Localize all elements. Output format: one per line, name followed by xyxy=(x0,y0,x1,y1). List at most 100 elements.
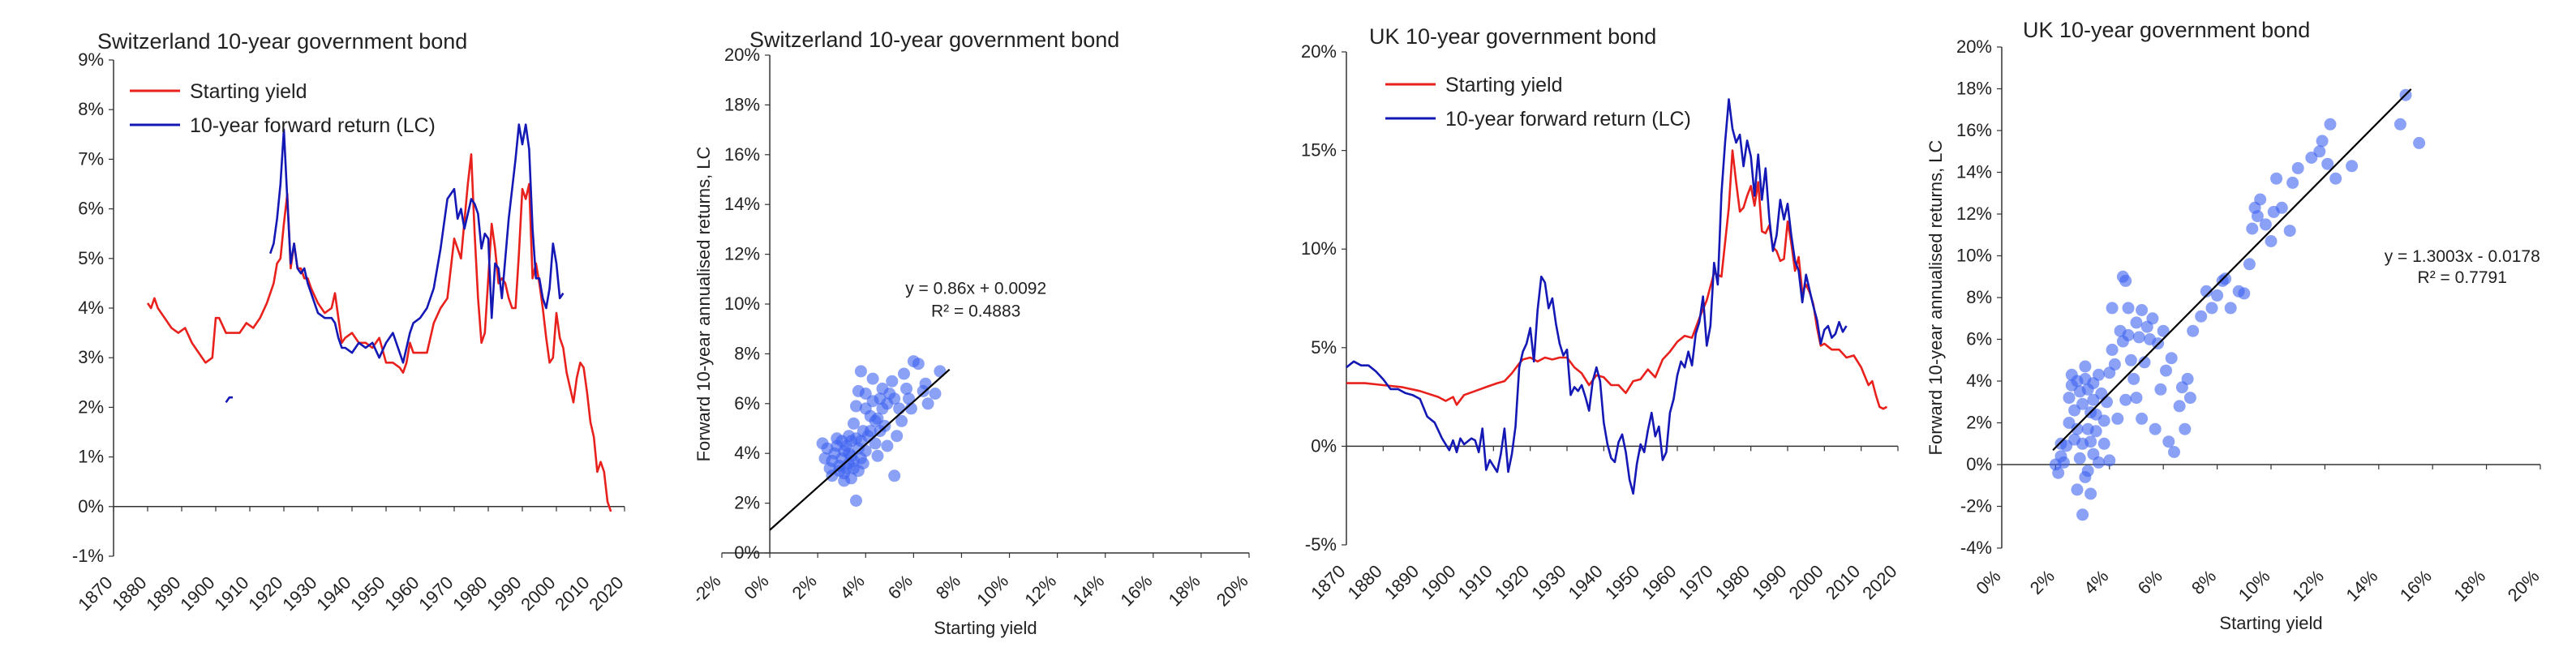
scatter-point xyxy=(2122,328,2135,341)
y-tick-label: 10% xyxy=(1956,246,1992,266)
y-tick-label: 0% xyxy=(1311,435,1337,456)
x-tick-label: 2010 xyxy=(1822,561,1864,603)
y-tick-label: 9% xyxy=(78,49,104,70)
x-tick-label: 1890 xyxy=(1380,561,1423,603)
legend-label: Starting yield xyxy=(190,80,307,103)
scatter-point xyxy=(2103,454,2116,467)
x-tick-label: 4% xyxy=(2080,566,2112,598)
x-tick-label: 1890 xyxy=(142,572,184,615)
scatter-point xyxy=(2238,287,2251,300)
y-tick-label: 14% xyxy=(724,194,760,214)
y-tick-label: 18% xyxy=(1956,79,1992,99)
y-tick-label: 8% xyxy=(734,343,760,363)
x-tick-label: -2% xyxy=(688,571,724,607)
series-line-blue xyxy=(1346,98,1848,495)
scatter-point xyxy=(2130,392,2143,405)
x-tick-label: 0% xyxy=(1972,566,2004,598)
scatter-point xyxy=(2089,425,2102,438)
scatter-point xyxy=(2124,353,2137,366)
x-tick-label: 10% xyxy=(2235,566,2274,606)
scatter-point xyxy=(2200,285,2213,298)
scatter-point xyxy=(881,439,894,452)
scatter-point xyxy=(2254,193,2267,206)
y-tick-label: 5% xyxy=(1311,337,1337,358)
scatter-point xyxy=(2313,145,2326,158)
scatter-point xyxy=(2259,218,2272,231)
scatter-point xyxy=(934,365,947,378)
x-tick-label: 1940 xyxy=(312,572,354,615)
scatter-point xyxy=(2173,400,2186,413)
x-tick-label: 2020 xyxy=(1858,561,1900,603)
x-axis-title: Starting yield xyxy=(934,618,1037,638)
x-tick-label: 0% xyxy=(740,571,772,603)
scatter-point xyxy=(2093,368,2105,381)
y-tick-label: -5% xyxy=(1305,534,1337,555)
scatter-point xyxy=(2097,414,2110,427)
y-tick-label: 3% xyxy=(78,347,104,367)
y-tick-label: 0% xyxy=(1966,454,1992,474)
scatter-point xyxy=(2081,465,2094,478)
scatter-point xyxy=(2052,466,2065,479)
x-tick-label: 2020 xyxy=(585,572,627,615)
scatter-point xyxy=(2138,356,2151,369)
y-tick-label: 4% xyxy=(78,298,104,318)
series-line-blue xyxy=(225,396,233,404)
scatter-point xyxy=(2275,201,2288,214)
x-tick-label: 2000 xyxy=(517,572,559,615)
scatter-point xyxy=(2106,302,2119,315)
scatter-point xyxy=(857,457,869,469)
scatter-point xyxy=(2179,422,2192,435)
y-tick-label: 6% xyxy=(78,199,104,219)
x-tick-label: 1870 xyxy=(74,572,116,615)
scatter-point xyxy=(2243,258,2256,271)
x-tick-label: 1980 xyxy=(449,572,491,615)
scatter-chart-4: UK 10-year government bond -4% -2% 0% 2% 4% 6%… xyxy=(1926,18,2544,633)
y-tick-label: 6% xyxy=(734,393,760,413)
scatter-point xyxy=(900,382,912,395)
chart-title: UK 10-year government bond xyxy=(1369,24,1656,49)
x-tick-label: 6% xyxy=(884,571,917,603)
legend-label: Starting yield xyxy=(1445,74,1563,96)
scatter-point xyxy=(2119,274,2132,287)
y-tick-label: 0% xyxy=(78,496,104,516)
scatter-point xyxy=(903,392,915,405)
x-tick-label: 8% xyxy=(932,571,964,603)
y-axis-title: Forward 10-year annualised returns, LC xyxy=(1926,139,1946,455)
scatter-point xyxy=(921,397,934,410)
y-tick-label: 2% xyxy=(78,396,104,417)
scatter-point xyxy=(2108,358,2121,371)
scatter-point xyxy=(2076,508,2089,521)
scatter-point xyxy=(2324,118,2337,131)
y-tick-label: 20% xyxy=(1301,41,1337,62)
x-tick-label: 2% xyxy=(2026,566,2059,598)
line-chart-3: UK 10-year government bond -5% 0% 5% 10% 15% 2… xyxy=(1301,24,1901,603)
x-tick-label: 6% xyxy=(2134,566,2166,598)
x-tick-label: 2% xyxy=(788,571,821,603)
x-tick-label: 1920 xyxy=(1491,561,1533,603)
scatter-point xyxy=(2224,302,2237,315)
y-tick-label: 7% xyxy=(78,148,104,169)
scatter-point xyxy=(2291,161,2304,174)
scatter-point xyxy=(854,365,867,378)
x-tick-label: 12% xyxy=(1020,571,1060,611)
x-tick-label: 16% xyxy=(2396,566,2436,606)
x-tick-label: 1910 xyxy=(210,572,252,615)
scatter-point xyxy=(850,400,862,413)
x-tick-label: 2000 xyxy=(1785,561,1827,603)
x-tick-label: 1880 xyxy=(1344,561,1386,603)
x-axis-title: Starting yield xyxy=(2219,613,2322,633)
x-tick-label: 1970 xyxy=(1675,561,1717,603)
y-tick-label: 6% xyxy=(1966,329,1992,349)
scatter-point xyxy=(2265,235,2278,247)
scatter-point xyxy=(2394,118,2406,131)
scatter-point xyxy=(2165,352,2178,365)
scatter-point xyxy=(888,392,901,405)
scatter-point xyxy=(2071,422,2084,435)
scatter-point xyxy=(2162,435,2175,448)
series-line-blue xyxy=(268,123,565,364)
scatter-point xyxy=(2084,487,2097,500)
scatter-point xyxy=(866,372,879,385)
scatter-point xyxy=(898,367,910,380)
scatter-point xyxy=(2154,383,2167,396)
y-tick-label: -4% xyxy=(1960,538,1992,558)
